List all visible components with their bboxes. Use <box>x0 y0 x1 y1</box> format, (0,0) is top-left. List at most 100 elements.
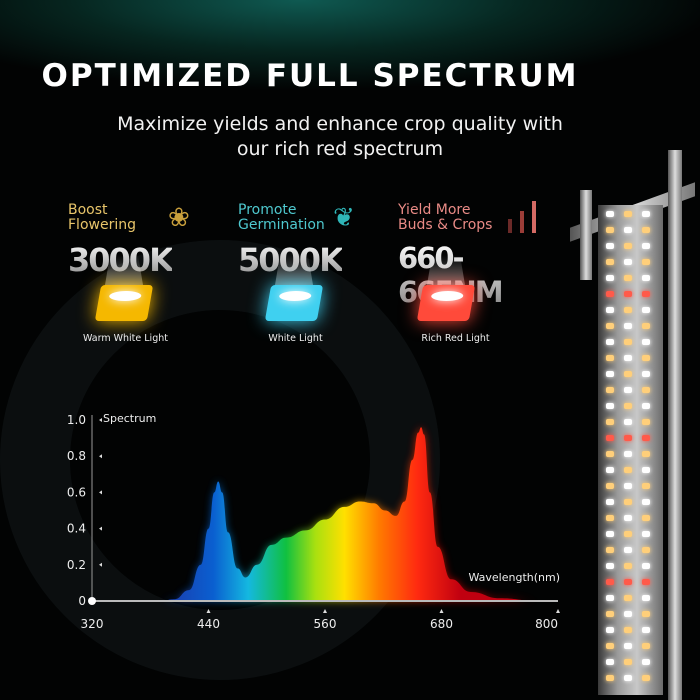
y-tick-label: 0.6 <box>67 485 86 499</box>
x-axis-label: Wavelength(nm) <box>468 571 560 584</box>
feature-title: Boost Flowering <box>68 203 136 233</box>
led-diode <box>642 627 650 633</box>
led-diode <box>624 643 632 649</box>
led-diode <box>642 387 650 393</box>
led-diode <box>642 643 650 649</box>
led-diode <box>606 563 614 569</box>
led-diode <box>642 355 650 361</box>
led-diode <box>606 403 614 409</box>
sprout-icon: ❦ <box>333 203 355 233</box>
led-diode <box>642 499 650 505</box>
led-diode <box>642 467 650 473</box>
led-diode <box>624 355 632 361</box>
led-diode <box>624 243 632 249</box>
led-diode <box>624 547 632 553</box>
led-diode <box>606 579 614 585</box>
led-diode <box>624 387 632 393</box>
y-tick-label: 1.0 <box>67 413 86 427</box>
led-diode <box>624 499 632 505</box>
led-diode <box>624 611 632 617</box>
led-diode <box>642 371 650 377</box>
led-diode <box>642 531 650 537</box>
led-diode <box>642 547 650 553</box>
led-diode <box>642 259 650 265</box>
feature-label: White Light <box>268 333 323 344</box>
feature-title: Promote Germination <box>238 203 325 233</box>
feature-title-line-1: Promote <box>238 202 297 218</box>
led-diode <box>606 483 614 489</box>
led-diode <box>606 595 614 601</box>
led-diode <box>606 499 614 505</box>
led-diode <box>642 243 650 249</box>
led-diode <box>606 547 614 553</box>
led-diode <box>624 259 632 265</box>
subtitle-line-1: Maximize yields and enhance crop quality… <box>117 113 563 135</box>
led-diode <box>642 515 650 521</box>
led-diode <box>624 675 632 681</box>
led-diode <box>606 611 614 617</box>
led-diode <box>624 531 632 537</box>
led-diode <box>606 291 614 297</box>
led-diode <box>606 227 614 233</box>
subtitle: Maximize yields and enhance crop quality… <box>60 112 620 162</box>
y-tick-label: 0.8 <box>67 449 86 463</box>
led-diode <box>606 339 614 345</box>
y-axis-label: Spectrum <box>103 412 156 425</box>
led-diode <box>624 627 632 633</box>
led-diode <box>642 611 650 617</box>
feature-title-line-2: Buds & Crops <box>398 217 493 233</box>
y-tick-mark <box>99 562 102 567</box>
led-diode <box>624 291 632 297</box>
led-diode <box>606 515 614 521</box>
led-diode <box>624 419 632 425</box>
led-diode <box>606 659 614 665</box>
led-diode <box>606 451 614 457</box>
led-diode <box>606 259 614 265</box>
led-diode <box>606 643 614 649</box>
led-diode <box>624 211 632 217</box>
led-diode <box>624 403 632 409</box>
led-board <box>598 205 663 695</box>
x-tick-label: 680 <box>430 617 453 631</box>
y-tick-mark <box>99 490 102 495</box>
led-diode <box>606 307 614 313</box>
bar-chart-icon <box>506 199 540 242</box>
x-tick-label: 800 <box>535 617 558 631</box>
x-tick-mark <box>206 609 211 613</box>
feature-label: Rich Red Light <box>421 333 490 344</box>
led-diode <box>606 371 614 377</box>
feature-title-line-2: Germination <box>238 217 325 233</box>
led-diode <box>642 227 650 233</box>
y-tick-mark <box>99 454 102 459</box>
x-tick-mark <box>556 609 560 613</box>
led-diode <box>606 675 614 681</box>
led-diode <box>624 435 632 441</box>
led-diode <box>606 211 614 217</box>
led-diode <box>642 307 650 313</box>
feature-title-line-1: Boost <box>68 202 108 218</box>
led-diode <box>624 659 632 665</box>
led-diode <box>606 243 614 249</box>
led-diode <box>606 627 614 633</box>
axis-origin <box>88 597 96 605</box>
led-diode <box>642 275 650 281</box>
led-diode <box>642 659 650 665</box>
led-diode <box>642 595 650 601</box>
led-diode <box>642 579 650 585</box>
led-diode <box>606 275 614 281</box>
led-diode <box>624 451 632 457</box>
page-title: OPTIMIZED FULL SPECTRUM <box>41 58 579 94</box>
led-diode <box>624 563 632 569</box>
led-diode <box>642 419 650 425</box>
led-diode <box>624 579 632 585</box>
feature-label: Warm White Light <box>83 333 168 344</box>
x-tick-label: 320 <box>81 617 104 631</box>
led-diode <box>606 435 614 441</box>
led-diode <box>642 675 650 681</box>
y-tick-mark <box>99 526 102 531</box>
spectrum-area <box>92 427 558 601</box>
